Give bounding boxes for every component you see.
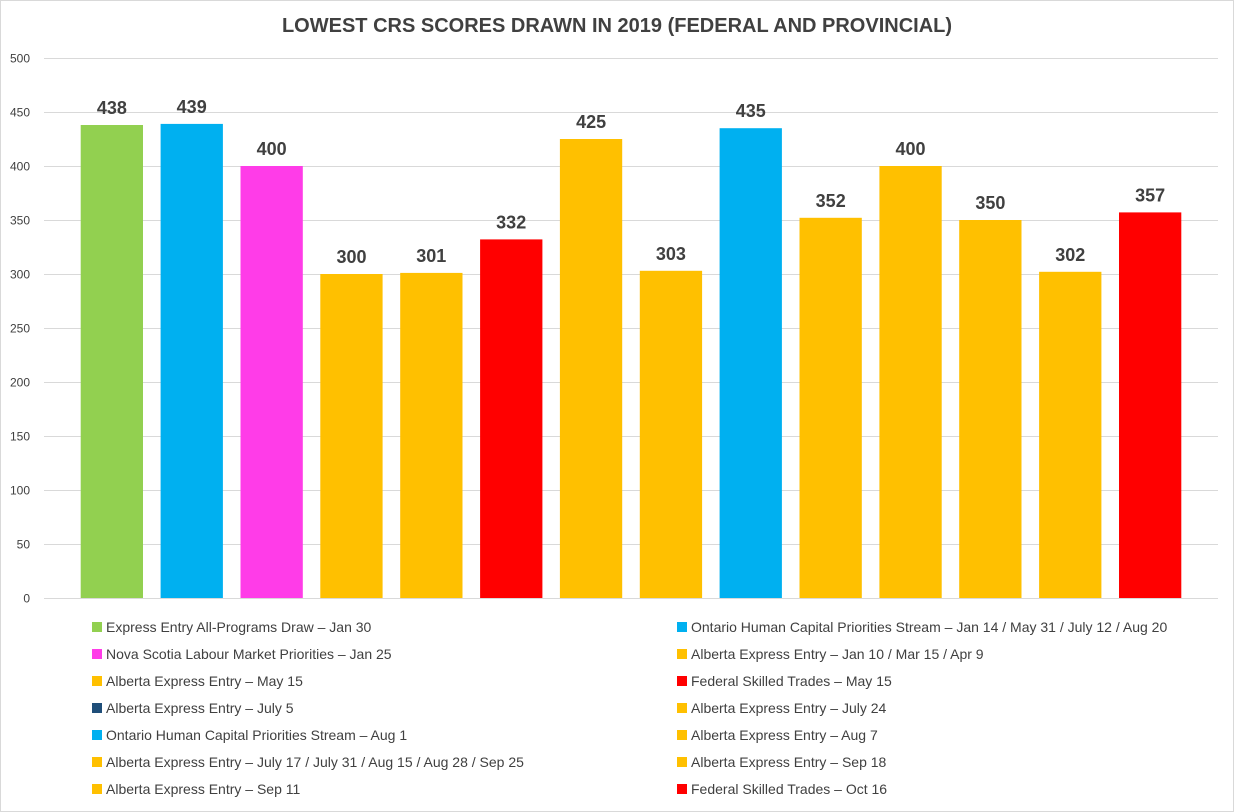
legend-label: Nova Scotia Labour Market Priorities – J… <box>106 646 392 662</box>
y-tick-label: 350 <box>10 214 30 228</box>
legend-swatch <box>677 649 687 659</box>
data-label-7: 425 <box>576 112 606 132</box>
legend-label: Federal Skilled Trades – May 15 <box>691 673 892 689</box>
bar-12 <box>959 220 1022 598</box>
bar-9 <box>719 128 782 598</box>
data-label-10: 352 <box>816 191 846 211</box>
legend-swatch <box>92 649 102 659</box>
legend-label: Ontario Human Capital Priorities Stream … <box>691 619 1168 635</box>
data-label-8: 303 <box>656 244 686 264</box>
y-tick-label: 450 <box>10 106 30 120</box>
data-label-12: 350 <box>975 193 1005 213</box>
legend-item-5: Alberta Express Entry – May 15 <box>92 672 303 690</box>
data-label-13: 302 <box>1055 245 1085 265</box>
legend-label: Alberta Express Entry – Aug 7 <box>691 727 878 743</box>
gridlines <box>44 58 1218 599</box>
bar-1 <box>80 125 143 598</box>
bar-7 <box>559 139 623 598</box>
data-label-2: 439 <box>177 97 207 117</box>
legend-item-1: Express Entry All-Programs Draw – Jan 30 <box>92 618 371 636</box>
legend-label: Alberta Express Entry – May 15 <box>106 673 303 689</box>
y-axis-tick-labels: 0 50 100 150 200 250 300 350 400 450 500 <box>10 52 30 606</box>
legend-swatch <box>92 730 102 740</box>
legend-item-6: Federal Skilled Trades – May 15 <box>677 672 892 690</box>
legend-label: Alberta Express Entry – July 24 <box>691 700 887 716</box>
y-tick-label: 100 <box>10 484 30 498</box>
legend-item-12: Alberta Express Entry – Sep 18 <box>677 753 886 771</box>
bar-6 <box>480 239 543 598</box>
legend-item-14: Federal Skilled Trades – Oct 16 <box>677 780 887 798</box>
legend-item-3: Nova Scotia Labour Market Priorities – J… <box>92 645 392 663</box>
data-label-9: 435 <box>736 101 766 121</box>
data-label-11: 400 <box>895 139 925 159</box>
legend-swatch <box>677 703 687 713</box>
y-tick-label: 200 <box>10 376 30 390</box>
bar-3 <box>240 166 303 598</box>
legend-swatch <box>92 703 102 713</box>
data-label-1: 438 <box>97 98 127 118</box>
bar-4 <box>320 274 383 598</box>
data-label-14: 357 <box>1135 185 1165 205</box>
bar-14 <box>1119 212 1182 598</box>
legend-item-7: Alberta Express Entry – July 5 <box>92 699 294 717</box>
data-label-4: 300 <box>336 247 366 267</box>
legend-swatch <box>92 622 102 632</box>
legend-swatch <box>92 676 102 686</box>
legend-item-4: Alberta Express Entry – Jan 10 / Mar 15 … <box>677 645 984 663</box>
bars <box>80 123 1182 599</box>
legend-swatch <box>677 676 687 686</box>
y-tick-label: 0 <box>23 592 30 606</box>
legend-label: Alberta Express Entry – July 5 <box>106 700 294 716</box>
legend-swatch <box>677 730 687 740</box>
legend-item-13: Alberta Express Entry – Sep 11 <box>92 780 300 798</box>
y-tick-label: 400 <box>10 160 30 174</box>
legend-swatch <box>677 784 687 794</box>
legend-swatch <box>677 622 687 632</box>
y-tick-label: 50 <box>17 538 31 552</box>
y-tick-label: 500 <box>10 52 30 66</box>
legend-label: Alberta Express Entry – Sep 11 <box>106 781 301 797</box>
y-tick-label: 150 <box>10 430 30 444</box>
legend-swatch <box>677 757 687 767</box>
bar-8 <box>639 270 703 598</box>
bar-10 <box>799 217 862 599</box>
legend-item-9: Ontario Human Capital Priorities Stream … <box>92 726 407 744</box>
data-labels: 438 439 400 300 301 332 425 303 435 352 400 350 302 3… <box>97 97 1165 267</box>
legend-label: Alberta Express Entry – Sep 18 <box>691 754 887 770</box>
legend-item-8: Alberta Express Entry – July 24 <box>677 699 886 717</box>
legend-label: Federal Skilled Trades – Oct 16 <box>691 781 888 797</box>
legend-swatch <box>92 757 102 767</box>
legend-label: Alberta Express Entry – Jan 10 / Mar 15 … <box>691 646 984 662</box>
legend-item-10: Alberta Express Entry – Aug 7 <box>677 726 878 744</box>
bar-11 <box>879 166 942 598</box>
legend-label: Alberta Express Entry – July 17 / July 3… <box>106 754 524 770</box>
y-tick-label: 300 <box>10 268 30 282</box>
data-label-3: 400 <box>257 139 287 159</box>
legend-label: Ontario Human Capital Priorities Stream … <box>106 727 408 743</box>
bar-2 <box>160 123 223 599</box>
bar-13 <box>1039 271 1102 598</box>
data-label-6: 332 <box>496 212 526 232</box>
legend-item-2: Ontario Human Capital Priorities Stream … <box>677 618 1167 636</box>
chart-title: LOWEST CRS SCORES DRAWN IN 2019 (FEDERAL… <box>281 15 953 37</box>
legend-swatch <box>92 784 102 794</box>
y-tick-label: 250 <box>10 322 30 336</box>
legend-label: Express Entry All-Programs Draw – Jan 30 <box>106 619 372 635</box>
legend-item-11: Alberta Express Entry – July 17 / July 3… <box>92 753 524 771</box>
data-label-5: 301 <box>416 246 446 266</box>
bar-5 <box>400 272 463 598</box>
